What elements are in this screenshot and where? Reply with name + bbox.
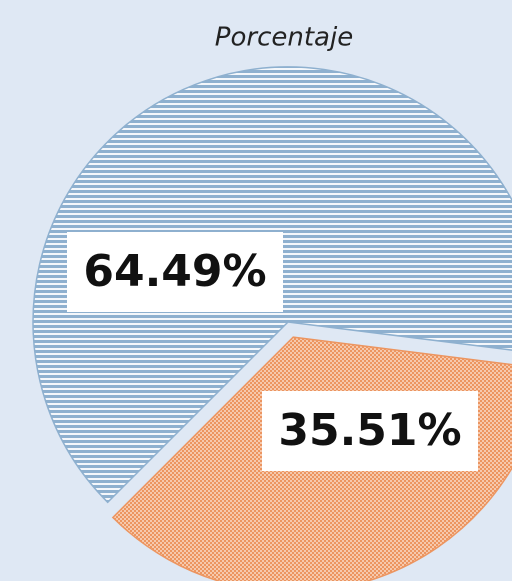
data-label: 64.49% (83, 246, 266, 297)
label-box (262, 391, 478, 471)
data-label: 35.51% (278, 405, 461, 456)
chart-title: Porcentaje (215, 23, 353, 53)
label-box (67, 232, 283, 312)
